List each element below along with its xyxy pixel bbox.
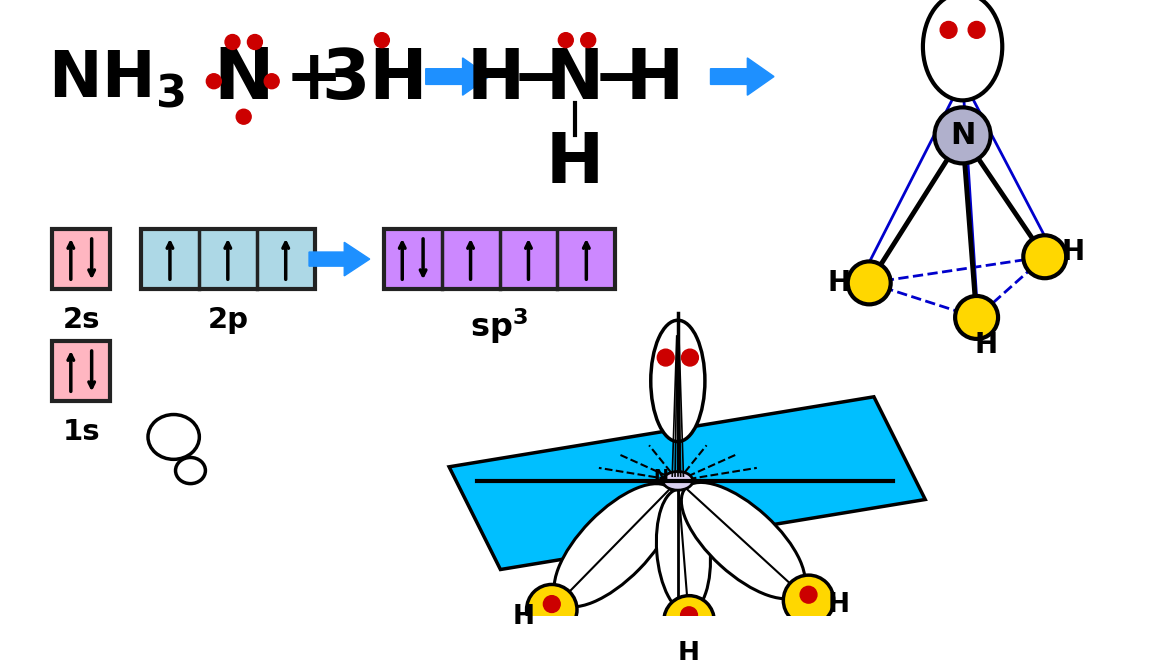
Text: N: N [213,45,273,114]
Text: H: H [512,604,534,630]
Circle shape [935,108,990,164]
Text: H: H [827,269,850,297]
Circle shape [664,596,714,646]
Circle shape [682,349,698,366]
Text: $\mathbf{sp^3}$: $\mathbf{sp^3}$ [471,306,529,346]
Text: +: + [285,46,343,113]
Circle shape [658,349,674,366]
Circle shape [800,586,817,603]
Ellipse shape [148,414,200,459]
Text: N: N [546,46,605,113]
Circle shape [264,74,279,88]
Circle shape [580,33,595,48]
Circle shape [374,33,389,48]
FancyBboxPatch shape [52,341,110,401]
Circle shape [681,607,697,624]
FancyBboxPatch shape [141,229,315,290]
Circle shape [848,261,891,304]
Text: $\mathbf{NH_3}$: $\mathbf{NH_3}$ [47,48,185,110]
Circle shape [956,296,998,339]
Text: N: N [653,468,668,486]
Text: H: H [625,46,683,113]
Circle shape [247,34,262,50]
Polygon shape [426,58,489,95]
FancyBboxPatch shape [52,229,110,290]
Text: 3H: 3H [321,46,428,113]
Ellipse shape [554,484,675,607]
Ellipse shape [923,0,1003,100]
Ellipse shape [657,489,711,612]
Ellipse shape [175,457,205,484]
Circle shape [784,575,833,626]
Circle shape [526,585,577,635]
Text: 1s: 1s [62,418,100,446]
Circle shape [225,34,240,50]
Circle shape [941,22,957,38]
Ellipse shape [681,482,805,599]
Circle shape [968,22,986,38]
Ellipse shape [651,320,705,442]
Polygon shape [309,242,369,276]
Text: H: H [546,130,605,197]
Ellipse shape [662,471,692,490]
Circle shape [559,33,574,48]
Text: H: H [827,592,849,618]
Text: H: H [679,641,700,660]
FancyBboxPatch shape [384,229,615,290]
Text: −: − [593,46,651,113]
Text: −: − [511,46,570,113]
Polygon shape [711,58,774,95]
Circle shape [237,110,252,124]
Polygon shape [449,397,926,570]
Circle shape [207,74,222,88]
Circle shape [544,596,560,612]
Text: H: H [1062,238,1085,266]
Text: 2p: 2p [208,306,248,334]
Circle shape [1024,235,1066,279]
Text: N: N [950,121,975,150]
Text: 2s: 2s [62,306,100,334]
Text: H: H [974,331,997,360]
Text: H: H [466,46,525,113]
